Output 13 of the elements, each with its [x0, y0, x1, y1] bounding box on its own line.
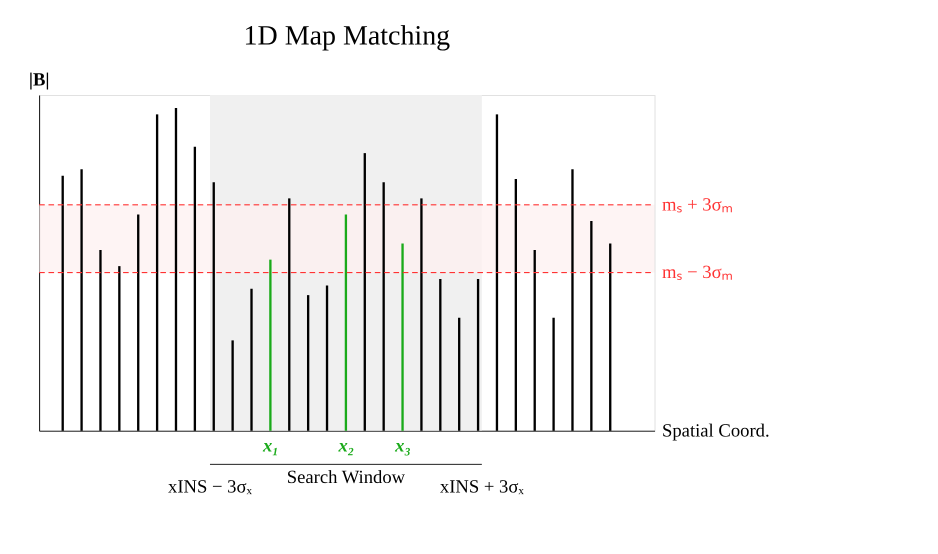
ref-line-label: mₛ − 3σₘ [662, 262, 733, 284]
text: Search Window [286, 466, 406, 488]
x-axis-title: Spatial Coord. [662, 420, 770, 442]
bar [269, 260, 272, 431]
text: xINS − 3σₓ [168, 476, 253, 498]
x-tick-label: x₁ [262, 436, 279, 457]
bar [344, 214, 348, 431]
x-tick-label: x₂ [337, 436, 354, 457]
x-tick-label: x₃ [394, 436, 411, 457]
ref-line-label: mₛ + 3σₘ [662, 194, 733, 216]
y-axis-title: |B| [28, 70, 50, 91]
chart-title: 1D Map Matching [244, 20, 450, 52]
text: xINS + 3σₓ [440, 476, 524, 498]
